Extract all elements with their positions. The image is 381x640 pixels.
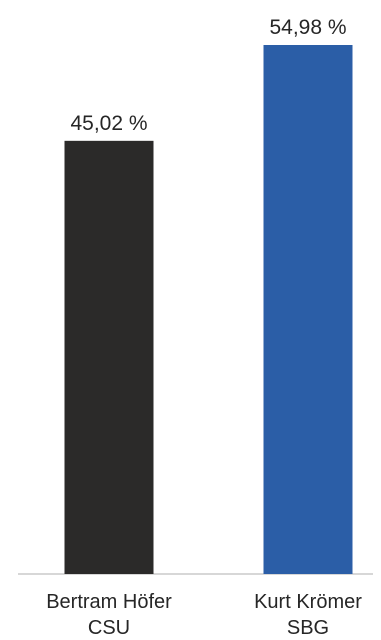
- bar-2: [263, 45, 353, 574]
- bar-value-label: 54,98 %: [269, 16, 346, 39]
- category-label-name: Bertram Höfer: [46, 591, 172, 613]
- category-label-party: SBG: [287, 617, 329, 639]
- category-label-name: Kurt Krömer: [254, 591, 362, 613]
- bar-1: [64, 140, 154, 574]
- category-label-party: CSU: [88, 617, 130, 639]
- bar-value-label: 45,02 %: [70, 112, 147, 135]
